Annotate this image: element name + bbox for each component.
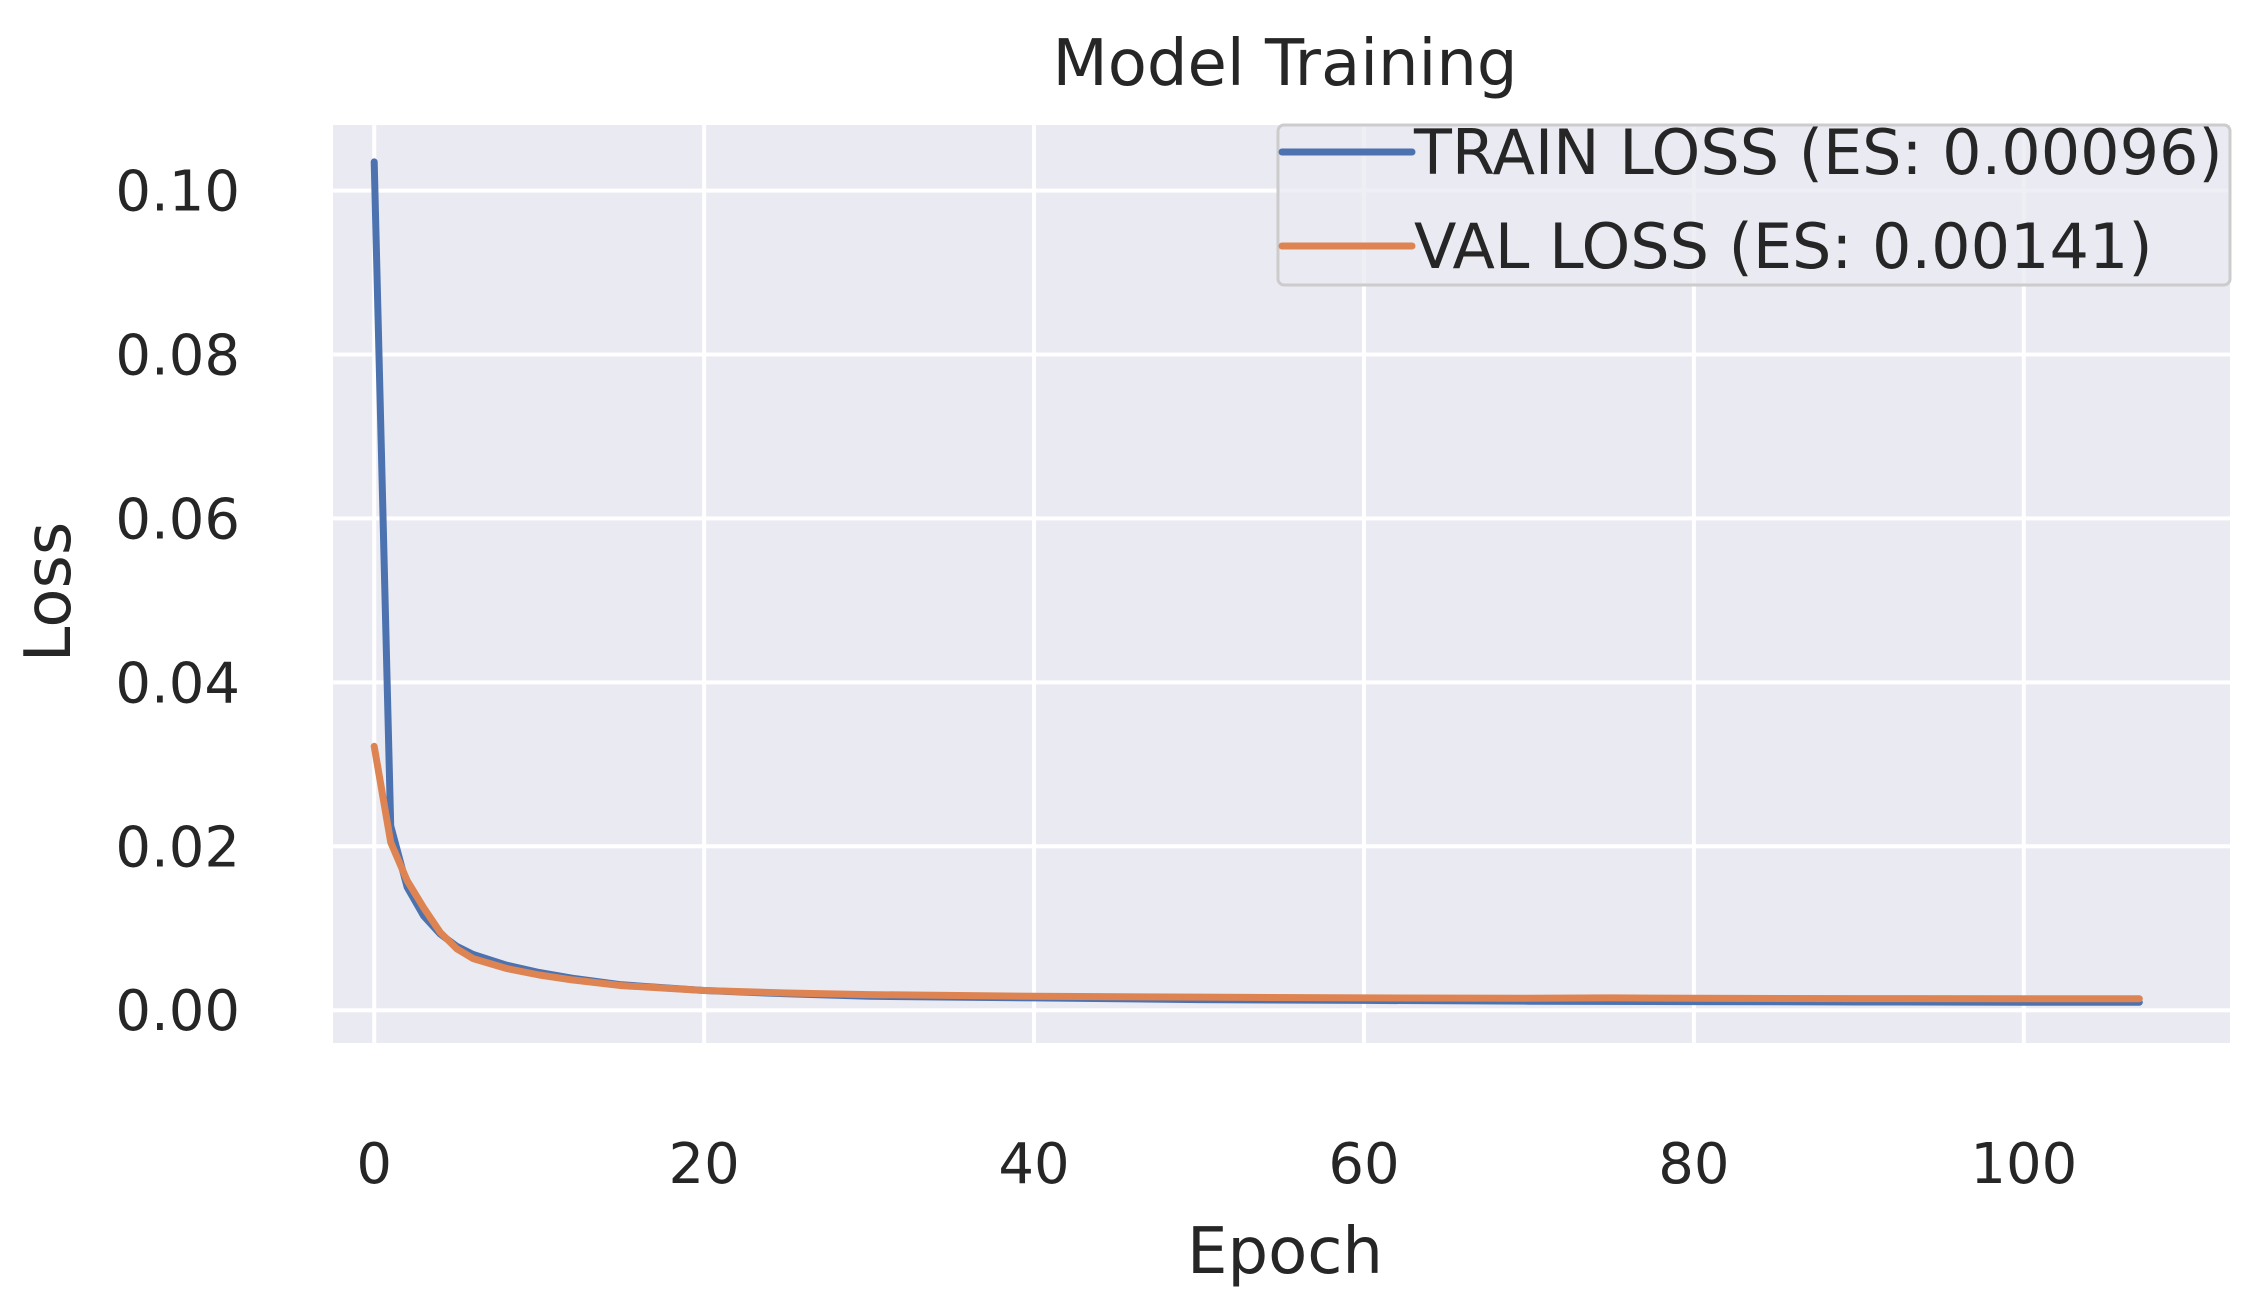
y-tick-label: 0.00 bbox=[115, 979, 240, 1044]
legend: TRAIN LOSS (ES: 0.00096) VAL LOSS (ES: 0… bbox=[1276, 116, 2232, 287]
y-tick-label: 0.02 bbox=[115, 815, 240, 880]
x-tick-labels: 0 20 40 60 80 100 bbox=[356, 1132, 2077, 1197]
x-tick-label: 60 bbox=[1328, 1132, 1399, 1197]
grid-lines bbox=[333, 125, 2230, 1043]
y-tick-label: 0.06 bbox=[115, 487, 240, 552]
legend-label-train-loss: TRAIN LOSS (ES: 0.00096) bbox=[1413, 116, 2223, 189]
y-tick-label: 0.04 bbox=[115, 651, 240, 716]
y-tick-label: 0.10 bbox=[115, 160, 240, 225]
x-tick-label: 40 bbox=[998, 1132, 1069, 1197]
legend-label-val-loss: VAL LOSS (ES: 0.00141) bbox=[1414, 210, 2153, 283]
y-tick-label: 0.08 bbox=[115, 324, 240, 389]
series-lines bbox=[370, 158, 2143, 1006]
x-axis-label: Epoch bbox=[1187, 1215, 1383, 1289]
y-axis-label: Loss bbox=[12, 522, 86, 662]
x-tick-label: 100 bbox=[1970, 1132, 2077, 1197]
series-line-val-loss bbox=[370, 742, 2143, 1003]
x-tick-label: 0 bbox=[356, 1132, 392, 1197]
y-tick-labels: 0.00 0.02 0.04 0.06 0.08 0.10 bbox=[115, 160, 240, 1045]
legend-box bbox=[1276, 123, 2232, 287]
x-tick-label: 20 bbox=[669, 1132, 740, 1197]
chart-title: Model Training bbox=[1052, 27, 1517, 101]
x-tick-label: 80 bbox=[1658, 1132, 1729, 1197]
